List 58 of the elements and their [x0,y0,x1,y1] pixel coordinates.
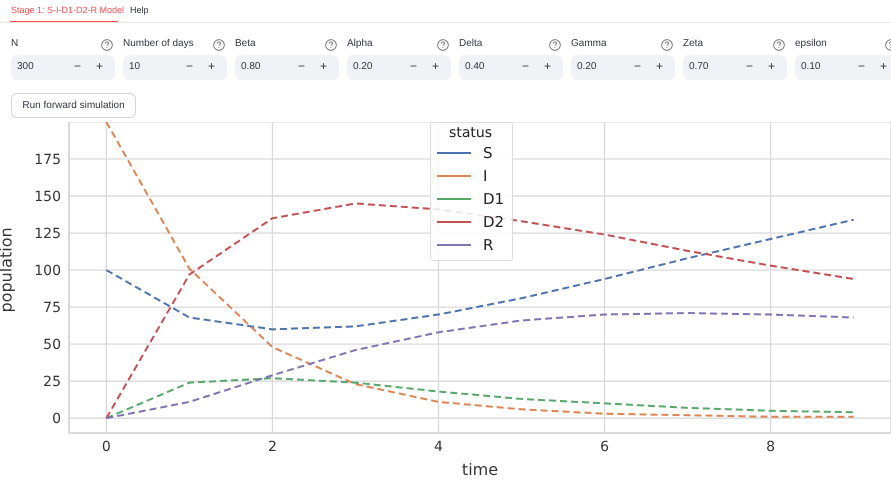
text: 0.20 [577,61,596,72]
y-tick-label: 50 [43,337,61,354]
text: Number of days [123,38,195,49]
text: − [74,59,82,73]
x-tick-label: 0 [102,438,111,455]
text: 10 [129,61,140,72]
text: − [298,59,306,73]
text: N [11,38,20,49]
text: Delta [459,38,484,49]
text: + [544,59,552,73]
text: Gamma [571,38,608,49]
text: − [634,59,642,73]
x-axis-title: time [462,460,498,479]
y-tick-label: 150 [34,189,61,206]
y-tick-label: 0 [52,411,61,428]
text: − [858,59,866,73]
text: Alpha [347,38,374,49]
legend-label: R [483,236,494,254]
text: Help [130,5,149,15]
text: + [880,59,888,73]
text: 0.20 [353,61,372,72]
text: + [208,59,216,73]
y-tick-label: 175 [34,152,61,168]
text: Run forward simulation [11,93,136,118]
text: + [320,59,328,73]
y-tick-label: 125 [34,226,61,242]
text: + [768,59,776,73]
legend-label: D1 [483,190,504,208]
text: 0.80 [241,61,260,72]
y-tick-label: 100 [34,263,61,280]
x-tick-label: 8 [766,438,776,455]
text: epsilon [795,38,828,49]
legend-label: D2 [483,212,504,230]
y-tick-label: 75 [43,300,61,316]
text: − [522,59,530,73]
text: 0.10 [801,61,820,72]
line-series [105,202,855,420]
x-tick-label: 2 [268,438,277,455]
text: + [96,59,104,73]
line-series [105,312,855,420]
text: − [410,59,418,73]
text: + [656,59,664,73]
text: − [186,59,194,73]
line-series [105,122,855,418]
text: 0.70 [689,61,708,72]
text: Zeta [683,38,704,49]
text: 0.40 [465,61,484,72]
x-tick-label: 6 [600,438,610,455]
legend-label: S [483,144,493,162]
legend-title: status [448,125,494,141]
y-tick-label: 25 [43,374,61,390]
text: Beta [235,38,257,49]
legend-label: I [483,166,488,184]
text: 300 [17,61,34,72]
text: Stage 1: S-I-D1-D2-R Model [11,5,124,15]
x-tick-label: 4 [434,438,444,455]
text: + [432,59,440,73]
text: − [746,59,754,73]
